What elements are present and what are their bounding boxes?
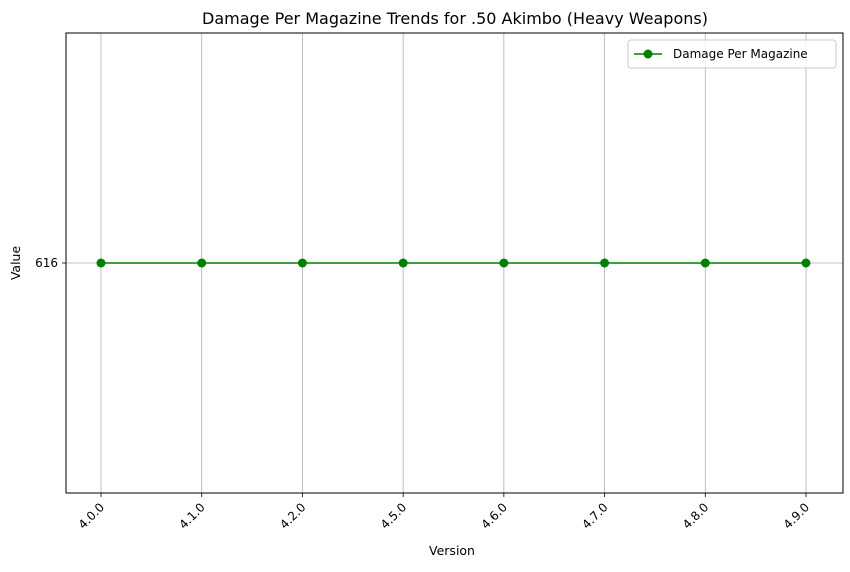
data-point	[97, 259, 106, 268]
y-axis-label: Value	[8, 246, 23, 281]
data-point	[197, 259, 206, 268]
data-point	[399, 259, 408, 268]
data-point	[499, 259, 508, 268]
legend-marker-swatch	[644, 50, 653, 59]
data-point	[701, 259, 710, 268]
y-tick-label: 616	[35, 256, 58, 270]
data-point	[298, 259, 307, 268]
chart-title: Damage Per Magazine Trends for .50 Akimb…	[202, 9, 708, 28]
legend: Damage Per Magazine	[628, 40, 836, 68]
x-axis-label: Version	[429, 543, 475, 558]
data-point	[802, 259, 811, 268]
data-point	[600, 259, 609, 268]
legend-entry-label: Damage Per Magazine	[673, 47, 808, 61]
